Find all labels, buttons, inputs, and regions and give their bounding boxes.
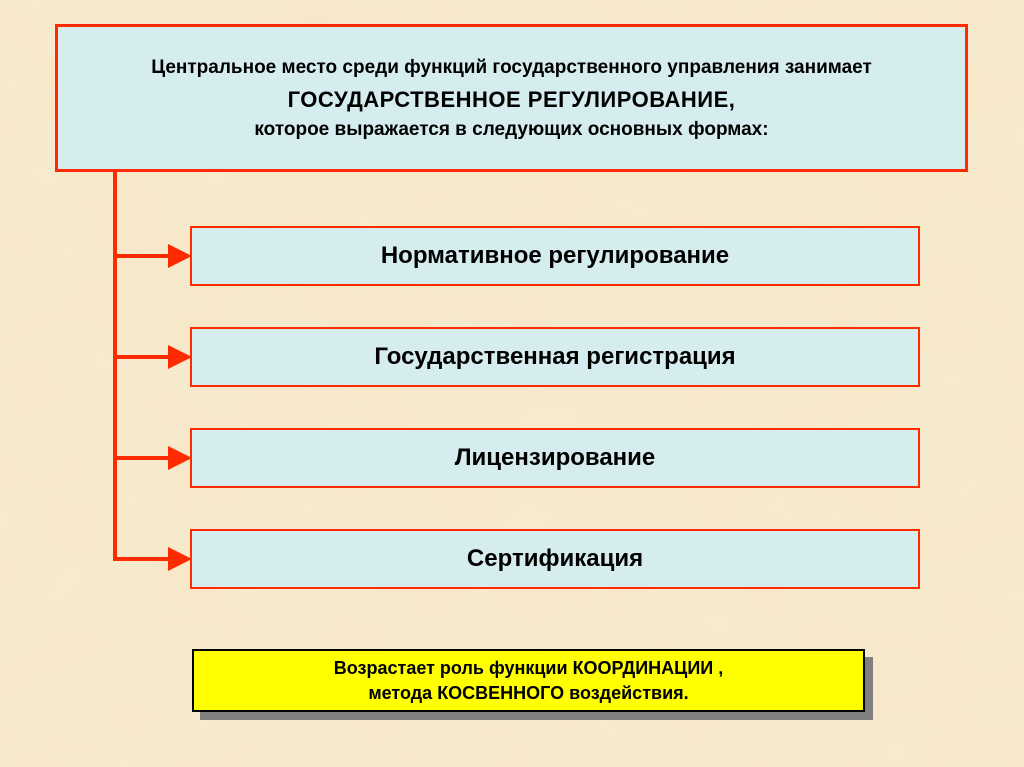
diagram-container: Центральное место среди функций государс…	[0, 0, 1024, 767]
connector-lines	[0, 0, 1024, 767]
